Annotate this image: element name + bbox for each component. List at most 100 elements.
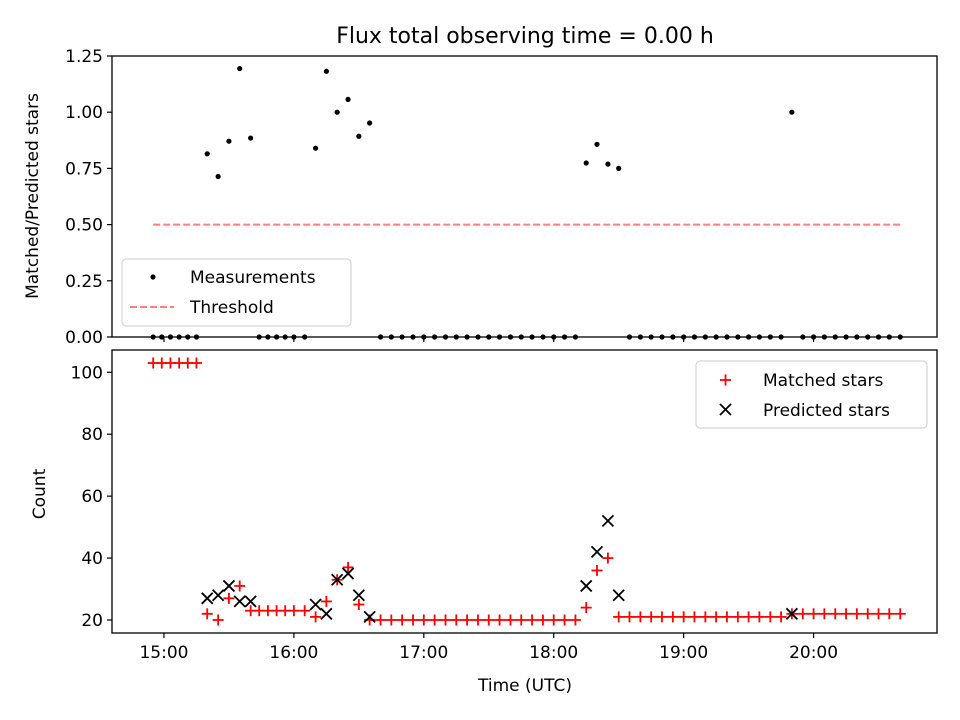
- ratio-panel: Flux total observing time = 0.00 h Match…: [23, 24, 938, 348]
- matched-star-point: [667, 611, 679, 623]
- predicted-star-point: [222, 579, 236, 593]
- matched-star-point: [591, 564, 603, 576]
- matched-star-point: [310, 611, 322, 623]
- y-tick-label: 0.00: [65, 328, 103, 348]
- matched-star-point: [818, 608, 830, 620]
- legend-matched-marker: [720, 374, 731, 386]
- count-legend-box: [695, 360, 928, 429]
- matched-star-point: [710, 611, 722, 623]
- matched-star-point: [396, 614, 408, 626]
- ratio-plot-area: 0.00 0.25 0.50 0.75 1.00 1.25: [65, 47, 903, 348]
- y-axis-label-ratio: Matched/Predicted stars: [23, 93, 43, 299]
- measurement-point: [345, 96, 351, 102]
- measurement-point: [367, 120, 373, 126]
- legend-threshold-label: Threshold: [189, 298, 274, 318]
- matched-star-point: [342, 561, 354, 573]
- matched-star-point: [862, 608, 874, 620]
- matched-star-point: [548, 614, 560, 626]
- x-tick-label: 18:00: [529, 643, 578, 663]
- matched-star-point: [580, 602, 592, 614]
- legend-predicted-label: Predicted stars: [763, 401, 890, 421]
- matched-star-point: [190, 357, 202, 369]
- count-panel: Count Time (UTC) 20 40 60 80 100 15:00 16:00 17…: [30, 349, 938, 696]
- y-tick-label: 1.25: [65, 47, 103, 67]
- legend-predicted-marker: [719, 403, 732, 416]
- matched-star-point: [353, 599, 365, 611]
- predicted-star-point: [244, 595, 257, 608]
- matched-star-point: [623, 611, 635, 623]
- matched-star-point: [808, 608, 820, 620]
- matched-star-point: [483, 614, 495, 626]
- measurement-point: [789, 109, 795, 115]
- x-tick-label: 19:00: [659, 643, 708, 663]
- matched-star-point: [678, 611, 690, 623]
- matched-star-point: [721, 611, 733, 623]
- matched-star-point: [515, 614, 527, 626]
- matched-star-point: [494, 614, 506, 626]
- matched-star-point: [461, 614, 473, 626]
- predicted-star-point: [590, 545, 604, 559]
- matched-star-point: [429, 614, 441, 626]
- measurement-point: [215, 173, 221, 180]
- y-tick-label: 0.75: [65, 159, 103, 179]
- measurement-point: [605, 161, 611, 167]
- ratio-plot-frame: [111, 55, 938, 338]
- count-plot-frame: [111, 349, 938, 634]
- matched-star-point: [656, 611, 668, 623]
- matched-star-point: [764, 611, 776, 623]
- predicted-star-point: [785, 607, 799, 620]
- x-axis-label: Time (UTC): [477, 676, 572, 696]
- matched-star-point: [288, 605, 300, 617]
- predicted-star-point: [320, 607, 333, 620]
- legend-measurements-label: Measurements: [190, 268, 316, 288]
- legend-matched-label: Matched stars: [763, 371, 883, 391]
- matched-star-point: [234, 580, 246, 592]
- count-plot-area: 20 40 60 80 100 15:00 16:00 17:00 18:00 19:00 20:0…: [71, 357, 906, 663]
- x-tick-label: 20:00: [789, 643, 838, 663]
- matched-star-point: [320, 595, 332, 607]
- measurement-point: [334, 109, 340, 115]
- matched-star-point: [385, 614, 397, 626]
- x-tick-label: 17:00: [399, 643, 448, 663]
- matched-star-point: [753, 611, 765, 623]
- matched-star-point: [699, 611, 711, 623]
- matched-star-point: [797, 608, 809, 620]
- matched-star-point: [840, 608, 852, 620]
- matched-star-point: [602, 552, 614, 564]
- x-tick-label: 15:00: [139, 643, 188, 663]
- y-tick-label: 40: [81, 549, 103, 569]
- matched-star-point: [537, 614, 549, 626]
- predicted-star-point: [580, 579, 593, 593]
- legend-measurements-marker: [150, 274, 156, 280]
- ratio-legend: Measurements Threshold: [121, 258, 352, 327]
- y-tick-label: 100: [71, 363, 103, 383]
- predicted-star-point: [612, 589, 625, 602]
- measurement-point: [204, 151, 210, 157]
- matched-star-point: [732, 611, 744, 623]
- measurement-point: [248, 135, 254, 141]
- y-tick-label: 20: [81, 611, 103, 631]
- measurement-point: [583, 160, 589, 166]
- y-tick-label: 1.00: [65, 103, 103, 123]
- matched-star-point: [645, 611, 657, 623]
- y-axis-label-count: Count: [30, 468, 50, 519]
- predicted-star-point: [309, 598, 322, 611]
- matched-star-point: [526, 614, 538, 626]
- matched-star-point: [569, 614, 581, 626]
- predicted-star-point: [331, 573, 344, 586]
- matched-star-point: [440, 614, 452, 626]
- predicted-star-point: [212, 589, 225, 602]
- measurement-point: [312, 145, 319, 151]
- matched-star-point: [775, 611, 787, 623]
- matched-star-point: [613, 611, 625, 623]
- chart-title: Flux total observing time = 0.00 h: [336, 24, 714, 49]
- y-tick-label: 0.25: [65, 272, 103, 292]
- predicted-star-point: [341, 567, 355, 580]
- predicted-star-point: [601, 514, 615, 528]
- matched-star-point: [829, 608, 841, 620]
- predicted-star-point: [233, 595, 246, 608]
- measurement-point: [237, 65, 243, 72]
- measurement-point: [356, 133, 362, 139]
- matched-star-point: [559, 614, 571, 626]
